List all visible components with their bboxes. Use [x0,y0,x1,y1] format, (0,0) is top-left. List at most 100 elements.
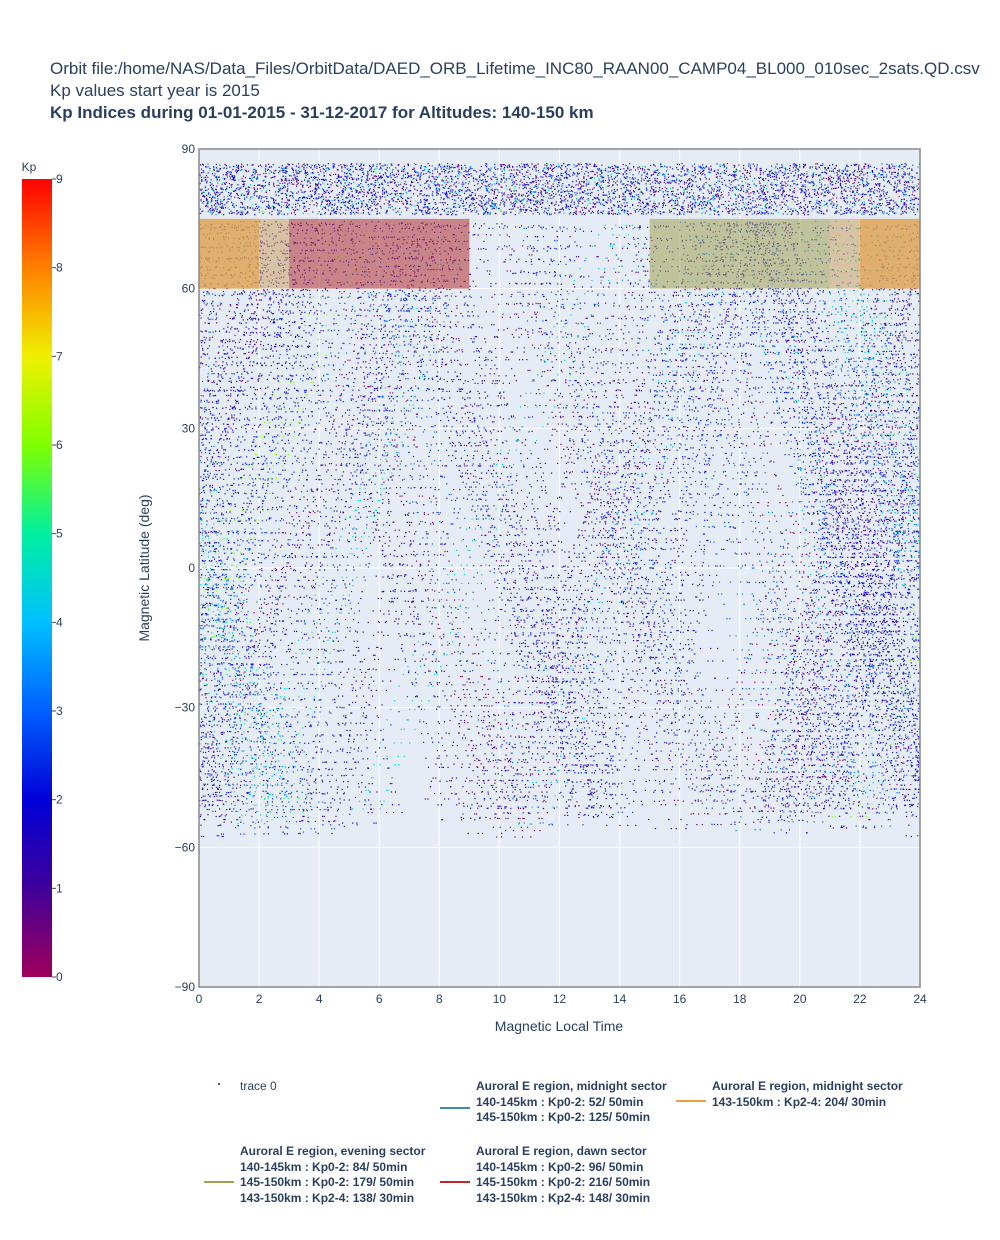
scatter-point [325,170,327,172]
scatter-point [206,189,208,191]
scatter-point [608,213,610,215]
scatter-point [225,188,228,190]
scatter-point [649,179,651,181]
scatter-point [680,209,683,212]
scatter-point [348,200,350,202]
scatter-point [471,210,473,212]
scatter-point [824,204,826,206]
scatter-point [526,184,528,186]
scatter-point [379,198,381,200]
scatter-point [325,167,327,169]
scatter-point [389,181,391,184]
scatter-point [766,203,768,205]
scatter-point [374,195,376,197]
scatter-point [745,182,747,184]
scatter-point [345,187,347,189]
scatter-point [361,201,363,203]
scatter-point [913,194,915,197]
scatter-point [717,173,720,175]
scatter-point [679,211,681,213]
scatter-point [229,173,231,175]
scatter-point [423,173,425,175]
scatter-point [690,210,693,212]
scatter-point [244,198,246,201]
scatter-point [361,203,363,205]
scatter-point [588,210,590,212]
scatter-point [573,203,575,205]
scatter-point [381,195,383,198]
scatter-point [841,188,843,190]
scatter-point [776,198,778,200]
scatter-point [635,194,638,196]
scatter-point [765,212,767,214]
scatter-point [387,176,390,178]
scatter-point [496,182,498,185]
scatter-point [796,165,798,167]
scatter-point [745,192,747,194]
scatter-point [803,200,805,202]
scatter-point [430,180,432,182]
scatter-point [602,177,604,179]
scatter-point [837,170,839,172]
scatter-point [585,193,587,195]
scatter-point [380,167,382,170]
scatter-point [315,185,317,187]
scatter-point [750,168,752,170]
scatter-point [428,186,430,188]
scatter-point [201,188,203,190]
scatter-point [816,185,818,187]
scatter-point [758,181,761,183]
scatter-point [505,211,507,213]
scatter-point [893,207,895,209]
scatter-point [766,174,768,176]
scatter-point [743,190,745,192]
scatter-point [836,197,838,199]
scatter-point [792,163,794,165]
scatter-point [529,192,531,194]
scatter-point [824,188,826,190]
scatter-point [472,177,475,179]
scatter-point [200,164,202,166]
scatter-point [478,177,480,179]
scatter-point [281,192,284,194]
scatter-point [642,193,644,195]
scatter-point [425,172,427,175]
scatter-point [546,180,548,182]
scatter-point [663,202,665,204]
scatter-point [772,193,774,195]
scatter-point [867,167,869,169]
scatter-point [322,199,324,201]
scatter-point [821,178,823,180]
scatter-point [401,187,403,189]
scatter-point [233,212,235,214]
scatter-point [370,174,373,176]
scatter-point [777,168,779,170]
scatter-point [526,165,528,167]
scatter-point [747,183,749,185]
scatter-point [458,171,460,173]
scatter-point [734,179,736,181]
scatter-point [582,202,584,204]
scatter-point [903,195,905,197]
scatter-point [209,169,211,171]
scatter-point [209,208,212,210]
scatter-point [817,193,819,195]
scatter-point [544,182,546,185]
scatter-point [359,168,361,170]
scatter-point [551,187,553,189]
scatter-point [298,166,300,168]
scatter-point [240,194,242,196]
scatter-point [296,180,298,182]
scatter-point [804,192,806,194]
scatter-point [580,196,582,198]
scatter-point [491,178,493,181]
scatter-point [762,188,764,190]
scatter-point [592,210,594,212]
scatter-point [855,187,857,189]
scatter-point [674,204,676,206]
scatter-point [351,190,353,192]
scatter-point [488,198,490,200]
scatter-point [662,173,664,175]
scatter-point [858,199,860,201]
scatter-point [207,166,209,168]
